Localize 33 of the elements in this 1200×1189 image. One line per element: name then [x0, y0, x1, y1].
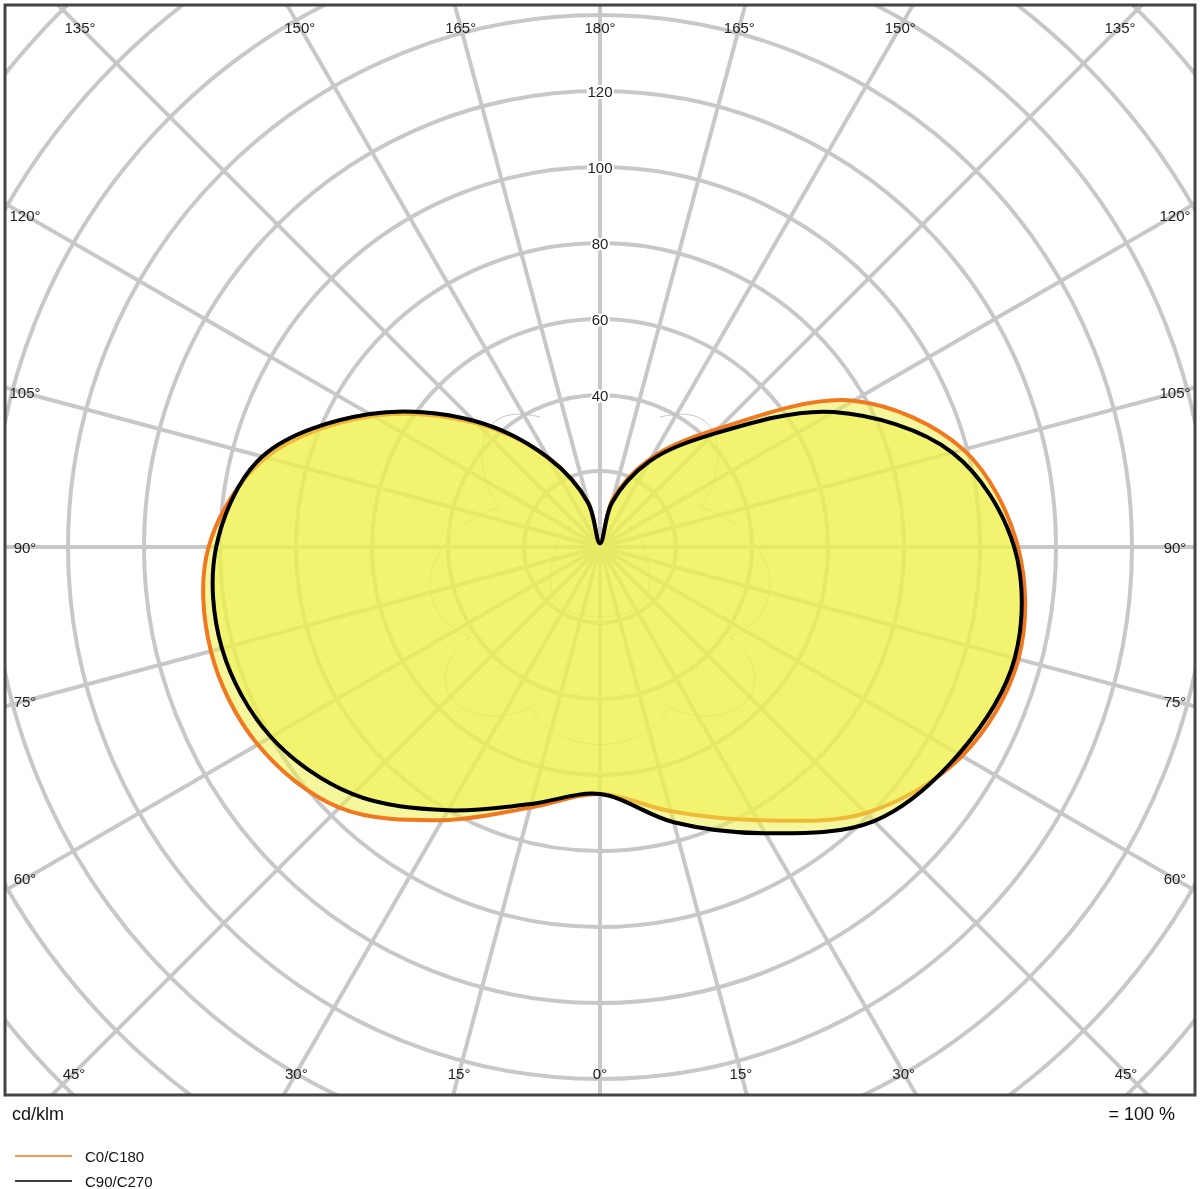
y-tick-label: 100 [587, 158, 613, 176]
y-tick-label: 120 [587, 82, 613, 100]
spoke-label: 105° [1159, 384, 1191, 402]
spoke-label: 150° [284, 18, 316, 36]
text: cd/klm [12, 1104, 65, 1124]
spoke-label: 105° [9, 384, 41, 402]
spoke-label: 45° [62, 1064, 86, 1082]
spoke-label: 90° [13, 538, 37, 556]
y-tick-label: 80 [591, 234, 609, 252]
spoke-label: 30° [284, 1064, 308, 1082]
legend-label: C90/C270 [85, 1172, 153, 1189]
spoke-label: 135° [1104, 18, 1136, 36]
y-tick-label: 40 [591, 386, 609, 404]
y-tick-label: 60 [591, 310, 609, 328]
spoke-label: 30° [892, 1064, 916, 1082]
spoke-label: 150° [884, 18, 916, 36]
legend-label: C0/C180 [85, 1147, 145, 1165]
spoke-label: 60° [13, 870, 37, 888]
spoke-label: 15° [729, 1064, 753, 1082]
spoke-label: 45° [1114, 1064, 1138, 1082]
spoke-label: 135° [64, 18, 96, 36]
spoke-label: 165° [723, 18, 755, 36]
spoke-label: 15° [447, 1064, 471, 1082]
spoke-label: 0° [592, 1064, 608, 1082]
spoke-label: 180° [584, 18, 616, 36]
spoke-label: 120° [1159, 206, 1191, 224]
spoke-label: 75° [1163, 692, 1187, 710]
spoke-label: 90° [1163, 538, 1187, 556]
text: = 100 % [1108, 1104, 1175, 1124]
spoke-label: 165° [445, 18, 477, 36]
spoke-label: 120° [9, 206, 41, 224]
spoke-label: 60° [1163, 870, 1187, 888]
spoke-label: 75° [13, 692, 37, 710]
